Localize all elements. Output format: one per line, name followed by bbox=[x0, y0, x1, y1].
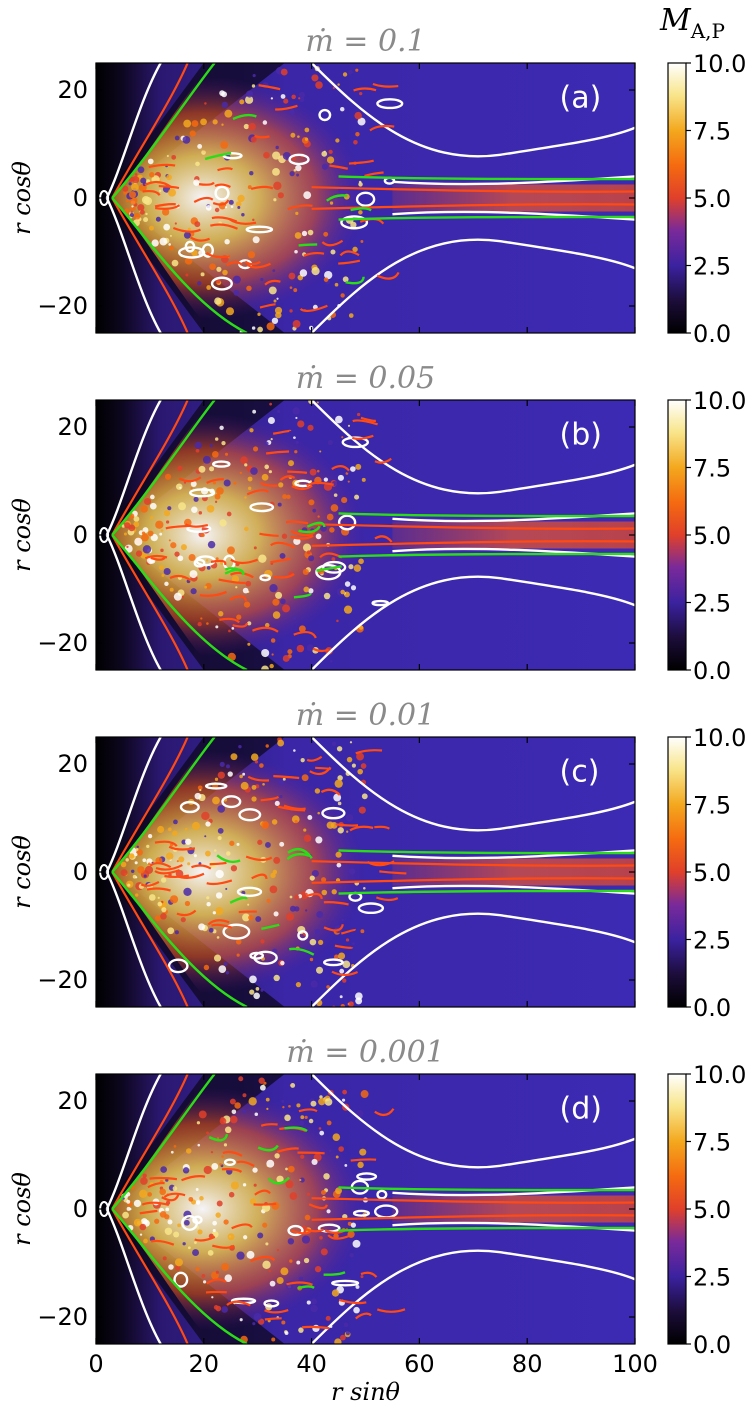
colorbar-tick-label: 2.5 bbox=[693, 1264, 731, 1292]
panel-3: ṁ = 0.01 (c) −20 0 20 r cosθ 0.0 2.5 5.0 7.5 10.0 bbox=[8, 698, 746, 1022]
colorbar-tick-label: 2.5 bbox=[693, 590, 731, 618]
colorbar-tick-label: 5.0 bbox=[693, 185, 731, 213]
y-tick-label: 20 bbox=[57, 76, 88, 104]
x-tick-label: 100 bbox=[612, 1350, 658, 1378]
contour-green bbox=[111, 63, 635, 333]
y-axis-label: r cosθ bbox=[8, 498, 36, 572]
equatorial-jet bbox=[392, 521, 635, 549]
colorbar: 0.0 2.5 5.0 7.5 10.0 bbox=[667, 387, 746, 685]
equatorial-jet bbox=[392, 858, 635, 886]
x-tick-label: 0 bbox=[88, 1350, 103, 1378]
heatmap-area bbox=[96, 400, 635, 670]
y-axis-label: r cosθ bbox=[8, 161, 36, 235]
y-tick-label: 0 bbox=[73, 1195, 88, 1223]
colorbar: 0.0 2.5 5.0 7.5 10.0 bbox=[667, 50, 746, 348]
contour-green bbox=[111, 400, 635, 670]
y-tick-label: −20 bbox=[37, 966, 88, 994]
y-tick-label: 0 bbox=[73, 858, 88, 886]
colorbar-gradient bbox=[667, 736, 687, 1008]
colorbar-tick-label: 10.0 bbox=[693, 1061, 746, 1089]
y-tick-label: −20 bbox=[37, 629, 88, 657]
x-tick-label: 80 bbox=[512, 1350, 543, 1378]
x-tick-label: 20 bbox=[189, 1350, 220, 1378]
colorbar-gradient bbox=[667, 62, 687, 334]
panel-2: ṁ = 0.05 (b) −20 0 20 r cosθ 0.0 2.5 5.0 7.5 10.0 bbox=[8, 361, 746, 685]
heatmap-area bbox=[96, 737, 635, 1007]
colorbar-tick-label: 5.0 bbox=[693, 1196, 731, 1224]
heatmap-area bbox=[96, 1074, 635, 1344]
panel-title: ṁ = 0.1 bbox=[305, 24, 425, 59]
colorbar-tick-label: 5.0 bbox=[693, 859, 731, 887]
panel-title: ṁ = 0.001 bbox=[286, 1035, 445, 1070]
x-tick-label: 60 bbox=[404, 1350, 435, 1378]
colorbar-tick-label: 0.0 bbox=[693, 320, 731, 348]
y-tick-label: −20 bbox=[37, 292, 88, 320]
colorbar: 0.0 2.5 5.0 7.5 10.0 bbox=[667, 1061, 746, 1359]
panel-label: (d) bbox=[560, 1091, 602, 1126]
heatmap-area bbox=[96, 63, 635, 333]
y-tick-label: 0 bbox=[73, 521, 88, 549]
contour-red bbox=[111, 63, 635, 333]
panel-title: ṁ = 0.05 bbox=[296, 361, 435, 396]
panel-1: ṁ = 0.1 (a) −20 0 20 r cosθ 0.0 2.5 5.0 7.5 10.0 bbox=[8, 24, 746, 348]
colorbar-tick-label: 0.0 bbox=[693, 994, 731, 1022]
x-axis-label: r sinθ bbox=[331, 1378, 401, 1406]
panel-label: (a) bbox=[560, 80, 602, 115]
contour-red bbox=[111, 737, 635, 1007]
speckles bbox=[121, 400, 366, 670]
colorbar: 0.0 2.5 5.0 7.5 10.0 bbox=[667, 724, 746, 1022]
equatorial-jet bbox=[392, 184, 635, 212]
colorbar-tick-label: 7.5 bbox=[693, 455, 731, 483]
colorbar-tick-label: 10.0 bbox=[693, 387, 746, 415]
colorbar-tick-label: 7.5 bbox=[693, 118, 731, 146]
contour-green bbox=[111, 1074, 635, 1344]
panel-label: (c) bbox=[560, 754, 600, 789]
x-tick-label: 40 bbox=[296, 1350, 327, 1378]
y-tick-label: 20 bbox=[57, 1087, 88, 1115]
colorbar-title: MA,P bbox=[659, 3, 725, 43]
y-tick-label: 0 bbox=[73, 184, 88, 212]
colorbar-tick-label: 2.5 bbox=[693, 927, 731, 955]
y-tick-label: 20 bbox=[57, 750, 88, 778]
colorbar-tick-label: 0.0 bbox=[693, 657, 731, 685]
y-axis-label: r cosθ bbox=[8, 835, 36, 909]
colorbar-tick-label: 10.0 bbox=[693, 724, 746, 752]
panel-title: ṁ = 0.01 bbox=[296, 698, 435, 733]
colorbar-gradient bbox=[667, 399, 687, 671]
y-tick-label: 20 bbox=[57, 413, 88, 441]
colorbar-tick-label: 5.0 bbox=[693, 522, 731, 550]
colorbar-tick-label: 10.0 bbox=[693, 50, 746, 78]
turbulent-region bbox=[112, 63, 474, 333]
colorbar-tick-label: 7.5 bbox=[693, 792, 731, 820]
equatorial-jet bbox=[392, 1195, 635, 1223]
colorbar-tick-label: 0.0 bbox=[693, 1331, 731, 1359]
contour-green bbox=[111, 737, 635, 1007]
colorbar-tick-label: 2.5 bbox=[693, 253, 731, 281]
turbulent-region bbox=[112, 737, 474, 1007]
colorbar-tick-label: 7.5 bbox=[693, 1129, 731, 1157]
y-tick-label: −20 bbox=[37, 1303, 88, 1331]
y-axis-label: r cosθ bbox=[8, 1172, 36, 1246]
contour-red bbox=[111, 400, 635, 670]
colorbar-gradient bbox=[667, 1073, 687, 1345]
panel-label: (b) bbox=[560, 417, 602, 452]
contour-red bbox=[111, 1074, 635, 1344]
